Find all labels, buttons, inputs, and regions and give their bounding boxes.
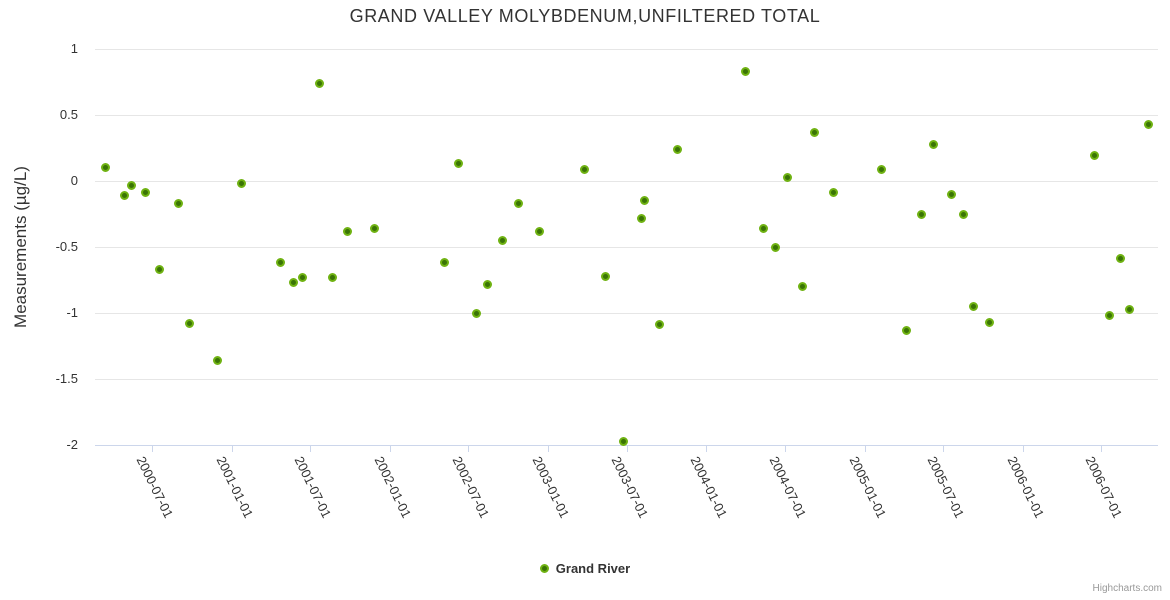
data-point[interactable] bbox=[1116, 254, 1126, 264]
x-axis-label: 2005-07-01 bbox=[924, 454, 968, 521]
y-axis-label: -2 bbox=[66, 437, 78, 452]
data-point[interactable] bbox=[482, 279, 492, 289]
data-point[interactable] bbox=[315, 78, 325, 88]
data-point[interactable] bbox=[917, 209, 926, 219]
data-point[interactable] bbox=[100, 163, 110, 173]
data-point[interactable] bbox=[876, 164, 886, 174]
x-axis-label: 2006-01-01 bbox=[1004, 454, 1048, 521]
data-point[interactable] bbox=[126, 180, 136, 190]
y-gridline bbox=[95, 247, 1158, 248]
x-tick bbox=[152, 446, 153, 452]
x-tick bbox=[310, 446, 311, 452]
data-point[interactable] bbox=[946, 189, 956, 199]
data-point[interactable] bbox=[1090, 151, 1100, 161]
data-point[interactable] bbox=[288, 278, 298, 288]
x-tick bbox=[548, 446, 549, 452]
data-point[interactable] bbox=[212, 356, 222, 365]
data-point[interactable] bbox=[471, 308, 481, 318]
data-point[interactable] bbox=[579, 164, 589, 174]
data-point[interactable] bbox=[600, 271, 610, 281]
data-point[interactable] bbox=[618, 436, 628, 446]
plot-area bbox=[95, 49, 1158, 446]
chart-title: GRAND VALLEY MOLYBDENUM,UNFILTERED TOTAL bbox=[349, 6, 821, 26]
data-point[interactable] bbox=[342, 226, 352, 236]
data-point[interactable] bbox=[782, 172, 792, 182]
y-axis-label: -0.5 bbox=[55, 239, 78, 254]
y-gridline bbox=[95, 115, 1158, 116]
x-tick bbox=[865, 446, 866, 452]
y-gridline bbox=[95, 181, 1158, 182]
data-point[interactable] bbox=[1125, 304, 1135, 314]
data-point[interactable] bbox=[439, 258, 449, 268]
x-tick bbox=[232, 446, 233, 452]
y-axis-label: 0.5 bbox=[59, 107, 78, 122]
data-point[interactable] bbox=[140, 188, 150, 198]
x-tick bbox=[468, 446, 469, 452]
data-point[interactable] bbox=[454, 159, 464, 169]
x-axis-label: 2003-07-01 bbox=[608, 454, 652, 521]
x-tick bbox=[943, 446, 944, 452]
x-tick bbox=[706, 446, 707, 452]
x-axis-label: 2000-07-01 bbox=[133, 454, 177, 521]
data-point[interactable] bbox=[236, 179, 246, 189]
legend-item-grand-river[interactable]: Grand River bbox=[539, 561, 631, 576]
x-axis-label: 2002-01-01 bbox=[371, 454, 415, 521]
y-axis-label: -1.5 bbox=[55, 371, 78, 386]
data-point[interactable] bbox=[969, 301, 979, 311]
data-point[interactable] bbox=[958, 209, 968, 219]
data-point[interactable] bbox=[741, 66, 751, 76]
x-axis-label: 2002-07-01 bbox=[449, 454, 493, 521]
data-point[interactable] bbox=[828, 188, 838, 198]
data-point[interactable] bbox=[655, 320, 665, 330]
data-point[interactable] bbox=[154, 264, 164, 274]
data-point[interactable] bbox=[759, 224, 769, 233]
x-axis-label: 2003-01-01 bbox=[529, 454, 573, 521]
x-axis-label: 2001-07-01 bbox=[291, 454, 335, 521]
x-tick bbox=[1101, 446, 1102, 452]
y-axis-label: 0 bbox=[70, 173, 78, 188]
y-gridline bbox=[95, 379, 1158, 380]
y-gridline bbox=[95, 313, 1158, 314]
data-point[interactable] bbox=[810, 127, 820, 137]
data-point[interactable] bbox=[534, 226, 544, 236]
x-tick bbox=[627, 446, 628, 452]
data-point[interactable] bbox=[901, 325, 911, 335]
x-axis-label: 2001-01-01 bbox=[213, 454, 257, 521]
y-gridline bbox=[95, 49, 1158, 50]
x-tick bbox=[785, 446, 786, 452]
x-axis-label: 2004-01-01 bbox=[687, 454, 731, 521]
highcharts-credit-link[interactable]: Highcharts.com bbox=[1092, 583, 1162, 594]
data-point[interactable] bbox=[640, 196, 650, 206]
x-axis-label: 2006-07-01 bbox=[1082, 454, 1126, 521]
data-point[interactable] bbox=[173, 198, 183, 208]
x-tick bbox=[390, 446, 391, 452]
x-axis-label: 2005-01-01 bbox=[846, 454, 890, 521]
data-point[interactable] bbox=[497, 235, 507, 245]
data-point[interactable] bbox=[297, 272, 307, 282]
series-marker-icon bbox=[539, 564, 549, 573]
data-point[interactable] bbox=[328, 272, 338, 282]
data-point[interactable] bbox=[1144, 119, 1154, 129]
data-point[interactable] bbox=[276, 258, 286, 268]
data-point[interactable] bbox=[369, 224, 379, 233]
data-point[interactable] bbox=[798, 282, 808, 292]
legend: Grand River bbox=[0, 561, 1170, 576]
data-point[interactable] bbox=[1104, 311, 1114, 321]
data-point[interactable] bbox=[985, 317, 995, 327]
x-axis-label: 2004-07-01 bbox=[766, 454, 810, 521]
data-point[interactable] bbox=[185, 319, 195, 329]
data-point[interactable] bbox=[672, 144, 682, 154]
y-axis-label: -1 bbox=[66, 305, 78, 320]
data-point[interactable] bbox=[637, 213, 647, 223]
data-point[interactable] bbox=[771, 242, 780, 252]
data-point[interactable] bbox=[119, 191, 129, 200]
data-point[interactable] bbox=[928, 139, 938, 149]
x-tick bbox=[1023, 446, 1024, 452]
y-axis-label: 1 bbox=[70, 41, 78, 56]
data-point[interactable] bbox=[513, 198, 523, 208]
legend-label: Grand River bbox=[555, 561, 631, 576]
